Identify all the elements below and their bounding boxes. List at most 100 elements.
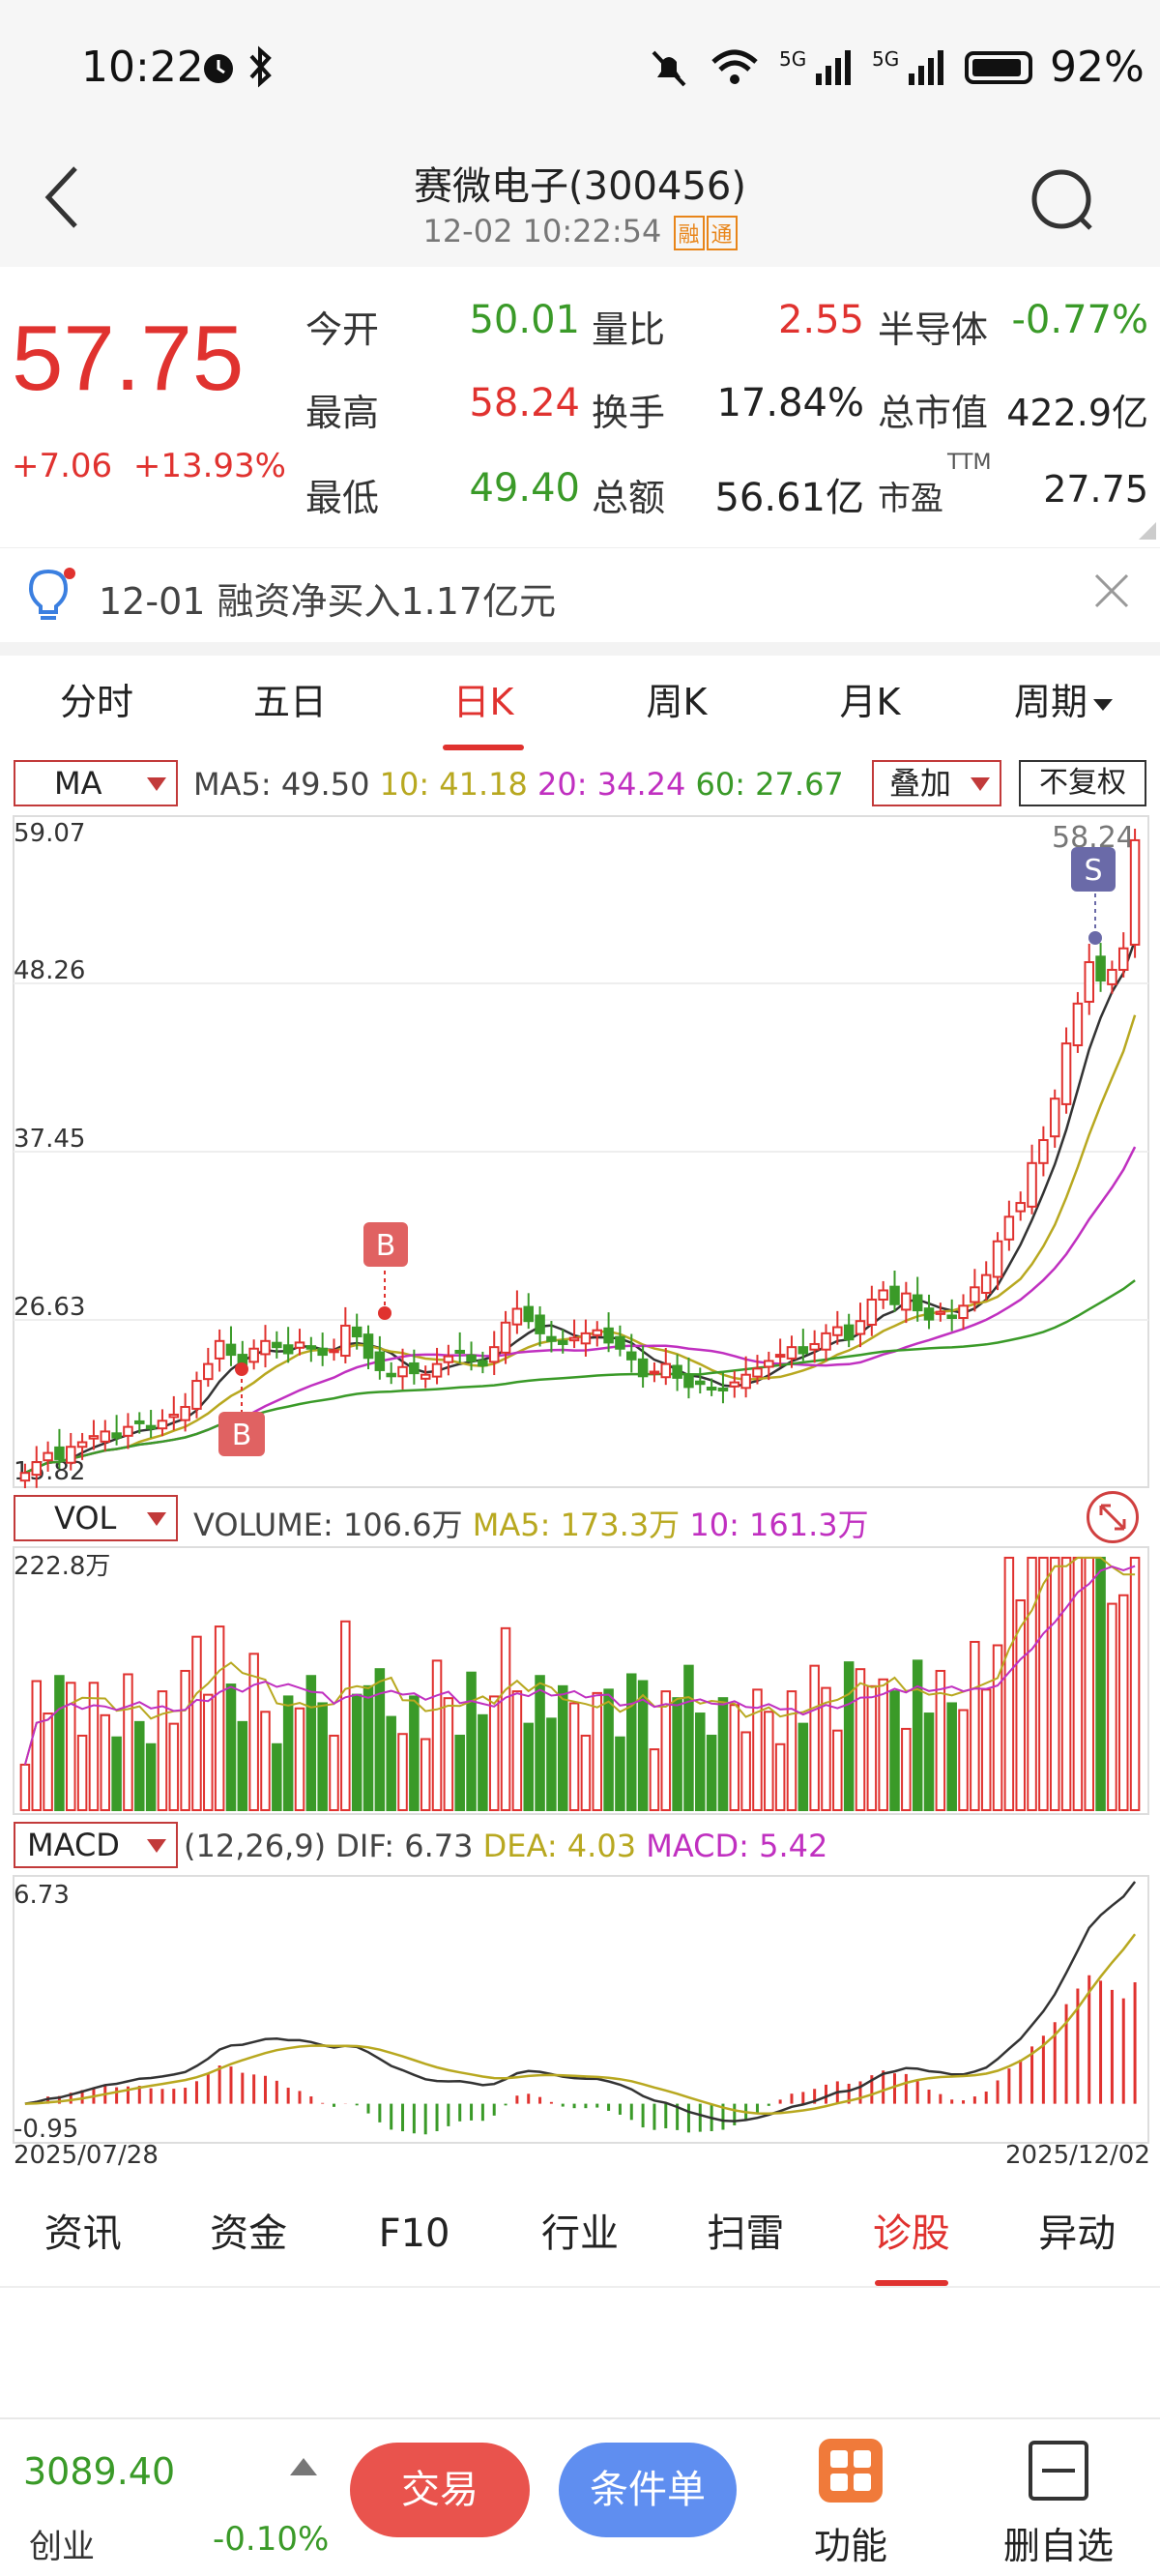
volume-bar: [214, 1625, 225, 1811]
candle-body: [672, 1364, 682, 1379]
ma-caret-icon: [147, 777, 166, 791]
sell-marker-label: S: [1084, 854, 1102, 888]
tab-period-label: 周期: [1013, 681, 1088, 723]
candle-body: [923, 1307, 935, 1321]
volume-bar: [535, 1675, 545, 1811]
candlestick-chart[interactable]: 59.07 48.26 37.45 26.63 15.82 58.24 B B …: [0, 812, 1160, 1489]
sell-marker[interactable]: [1071, 847, 1116, 892]
volume-bar: [88, 1682, 100, 1811]
candle-body: [821, 1332, 831, 1351]
candle-body: [111, 1432, 122, 1439]
buy-marker-1[interactable]: [218, 1412, 265, 1456]
macd-chart[interactable]: 6.73 -0.95: [0, 1874, 1160, 2145]
volume-bar: [923, 1712, 935, 1811]
quote-time: 12-02 10:22:54 融通: [0, 213, 1160, 250]
buy-marker-1-label: B: [232, 1419, 252, 1452]
remove-watchlist-button[interactable]: 删自选: [986, 2433, 1131, 2568]
candle-body: [431, 1362, 443, 1378]
status-icons: 5G 5G 92%: [648, 43, 1145, 92]
vol-caret-icon: [147, 1512, 166, 1526]
condition-order-button[interactable]: 条件单: [559, 2443, 737, 2537]
tab-diagnosis[interactable]: 诊股: [828, 2187, 994, 2286]
volume-bar: [123, 1673, 133, 1811]
sell-marker-dot: [1088, 931, 1102, 945]
candle-body: [1072, 1002, 1084, 1047]
pe-value: 27.75: [1043, 468, 1148, 511]
tab-news[interactable]: 资讯: [44, 2211, 122, 2256]
market-cap-value: 422.9亿: [1006, 392, 1148, 434]
volume-bar: [54, 1675, 65, 1811]
volume-bar: [180, 1669, 190, 1811]
tab-industry[interactable]: 行业: [540, 2211, 619, 2256]
tab-intraday[interactable]: 分时: [59, 681, 133, 723]
volume-bar: [615, 1736, 625, 1811]
tab-daily-k[interactable]: 日K: [387, 656, 580, 750]
tab-weekly-k[interactable]: 周K: [646, 681, 708, 723]
volume-bar: [478, 1713, 488, 1811]
candle-body: [901, 1292, 912, 1311]
volume-ma-lines: [23, 1556, 1136, 1766]
sector-label[interactable]: 半导体: [878, 308, 989, 351]
margin-banner[interactable]: 12-01 融资净买入1.17亿元: [0, 547, 1160, 640]
tab-movement[interactable]: 异动: [1038, 2211, 1116, 2256]
margin-text: 12-01 融资净买入1.17亿元: [99, 580, 557, 623]
candle-body: [912, 1294, 923, 1312]
candle-body: [76, 1441, 88, 1449]
volume-chart[interactable]: 222.8万: [0, 1545, 1160, 1816]
volume-bar: [752, 1688, 763, 1811]
close-icon[interactable]: [1090, 570, 1133, 616]
candle-body: [786, 1346, 798, 1360]
tab-monthly-k[interactable]: 月K: [839, 681, 901, 723]
volume-bar: [31, 1680, 43, 1811]
volume-bar: [374, 1668, 386, 1811]
candle-body: [774, 1354, 786, 1359]
vol-select[interactable]: VOL: [14, 1495, 178, 1541]
candle-body: [592, 1329, 603, 1336]
volume-bar: [546, 1717, 557, 1811]
candle-body: [466, 1354, 477, 1362]
function-button[interactable]: 功能: [793, 2433, 909, 2568]
candle-body: [1084, 961, 1094, 1003]
volume-bar: [821, 1686, 831, 1812]
candle-body: [752, 1367, 763, 1378]
adjust-button[interactable]: 不复权: [1019, 760, 1146, 806]
macd-lines: [24, 1881, 1137, 2122]
expand-icon[interactable]: [1087, 1491, 1139, 1543]
back-button[interactable]: [35, 159, 93, 236]
triangle-up-icon[interactable]: [290, 2458, 317, 2475]
candles: [19, 829, 1141, 1489]
volume-bar: [1003, 1556, 1015, 1811]
tab-five-day[interactable]: 五日: [252, 681, 327, 723]
search-button[interactable]: [1025, 162, 1102, 240]
wifi-icon: [711, 49, 758, 84]
ma60-line: [24, 1279, 1136, 1475]
trade-button[interactable]: 交易: [350, 2443, 530, 2537]
candle-body: [980, 1273, 992, 1295]
amount-value: 56.61亿: [714, 476, 864, 520]
volume-bar: [443, 1697, 454, 1811]
candle-body: [478, 1360, 488, 1367]
tab-funds[interactable]: 资金: [210, 2211, 288, 2256]
tab-risk-scan[interactable]: 扫雷: [707, 2211, 785, 2256]
candle-body: [1027, 1161, 1037, 1208]
index-value[interactable]: 3089.40: [23, 2450, 176, 2493]
macd-select[interactable]: MACD: [14, 1822, 178, 1868]
volume-bar: [19, 1763, 31, 1811]
remove-watchlist-label: 删自选: [1002, 2525, 1114, 2567]
buy-marker-dot: [378, 1306, 392, 1320]
ma-select[interactable]: MA: [14, 760, 178, 806]
candle-body: [43, 1451, 53, 1462]
candle-body: [374, 1351, 386, 1371]
candle-body: [626, 1351, 637, 1361]
volume-bar: [386, 1715, 396, 1811]
buy-marker-2[interactable]: [363, 1222, 408, 1267]
volume-bar: [843, 1661, 855, 1811]
period-tabs: 分时 五日 日K 周K 月K 周期: [0, 642, 1160, 750]
overlay-select[interactable]: 叠加: [872, 760, 1001, 806]
volume-bar: [866, 1684, 878, 1811]
tab-f10[interactable]: F10: [378, 2211, 450, 2256]
corner-expand-icon[interactable]: [1139, 522, 1156, 540]
volume-bar: [248, 1653, 259, 1811]
tab-period[interactable]: 周期: [967, 656, 1160, 750]
minus-square-icon: [1029, 2441, 1088, 2501]
